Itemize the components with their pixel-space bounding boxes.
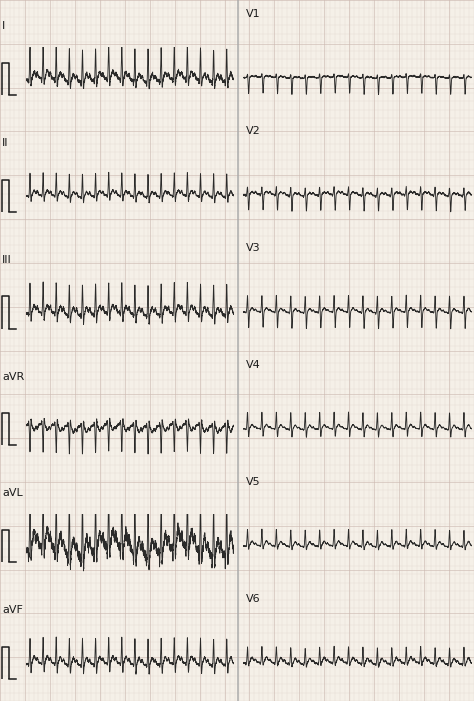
Text: III: III (2, 254, 12, 265)
Text: V2: V2 (246, 126, 260, 136)
Text: V3: V3 (246, 243, 260, 253)
Text: aVL: aVL (2, 489, 23, 498)
Text: aVF: aVF (2, 605, 23, 615)
Text: V5: V5 (246, 477, 260, 486)
Text: V6: V6 (246, 594, 260, 604)
Text: V4: V4 (246, 360, 260, 370)
Text: aVR: aVR (2, 372, 25, 381)
Text: V1: V1 (246, 9, 260, 20)
Text: I: I (2, 21, 6, 31)
Text: II: II (2, 138, 9, 148)
